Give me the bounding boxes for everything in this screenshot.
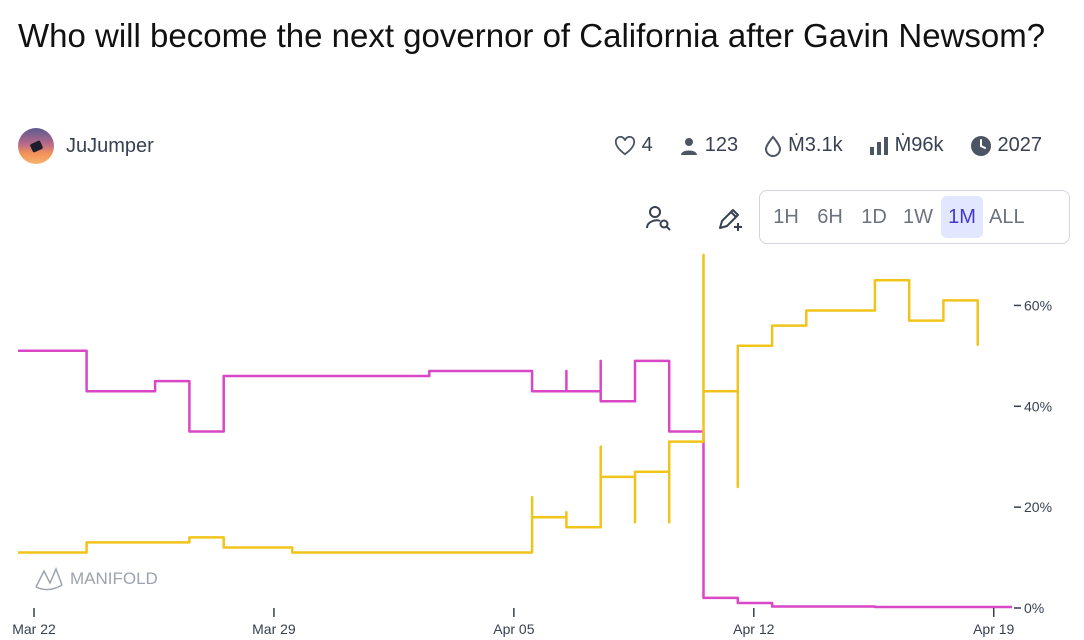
manifold-watermark: MANIFOLD	[35, 566, 158, 591]
y-tick-label: 60%	[1024, 297, 1052, 313]
x-tick-label: Apr 12	[733, 621, 774, 637]
close-year: 2027	[997, 134, 1043, 156]
liquidity-value: Ṁ3.1k	[788, 134, 843, 156]
market-stats: 4 123 Ṁ3.1k Ṁ96k 2027	[614, 134, 1042, 157]
range-1w-button[interactable]: 1W	[903, 205, 933, 228]
close-date-stat: 2027	[970, 134, 1043, 157]
range-1d-button[interactable]: 1D	[861, 205, 887, 228]
probability-chart[interactable]: 60% 40% 20% 0% Mar 22 Mar 29 Apr 05 Apr 12 Apr 1…	[0, 250, 1084, 640]
chart-tools	[640, 200, 748, 236]
author-name[interactable]: JuJumper	[66, 134, 154, 157]
x-tick-label: Mar 29	[252, 621, 296, 637]
range-6h-button[interactable]: 6H	[817, 205, 843, 228]
pencil-plus-icon	[719, 209, 742, 231]
page-title: Who will become the next governor of Cal…	[18, 17, 1046, 54]
traders-stat: 123	[679, 134, 738, 157]
user-search-icon	[646, 206, 671, 231]
likes-count: 4	[641, 134, 653, 156]
range-1m-button[interactable]: 1M	[941, 196, 983, 238]
traders-count: 123	[704, 134, 739, 156]
add-annotation-button[interactable]	[712, 200, 748, 236]
clock-icon	[970, 135, 991, 156]
time-range-selector: 1H 6H 1D 1W 1M ALL	[759, 190, 1070, 244]
y-tick-label: 20%	[1024, 499, 1052, 515]
manifold-logo-icon	[35, 566, 63, 591]
droplet-icon	[765, 134, 782, 157]
x-tick-label: Apr 05	[493, 621, 534, 637]
range-1h-button[interactable]: 1H	[773, 205, 799, 228]
x-tick-label: Mar 22	[12, 621, 56, 637]
liquidity-stat: Ṁ3.1k	[764, 134, 843, 157]
series-line-1[interactable]	[18, 253, 979, 554]
volume-stat: Ṁ96k	[869, 134, 944, 157]
watermark-text: MANIFOLD	[70, 569, 158, 588]
avatar[interactable]	[18, 128, 54, 164]
y-tick-label: 40%	[1024, 398, 1052, 414]
y-tick-label: 0%	[1024, 600, 1044, 616]
range-all-button[interactable]: ALL	[989, 205, 1025, 228]
bar-chart-icon	[869, 136, 888, 155]
likes-stat[interactable]: 4	[614, 134, 653, 157]
series-line-0[interactable]	[18, 349, 1012, 609]
heart-icon	[614, 135, 635, 155]
author[interactable]: JuJumper	[18, 128, 154, 164]
user-icon	[680, 137, 697, 155]
volume-value: Ṁ96k	[894, 134, 944, 156]
find-user-button[interactable]	[640, 200, 676, 236]
x-tick-label: Apr 19	[973, 621, 1014, 637]
